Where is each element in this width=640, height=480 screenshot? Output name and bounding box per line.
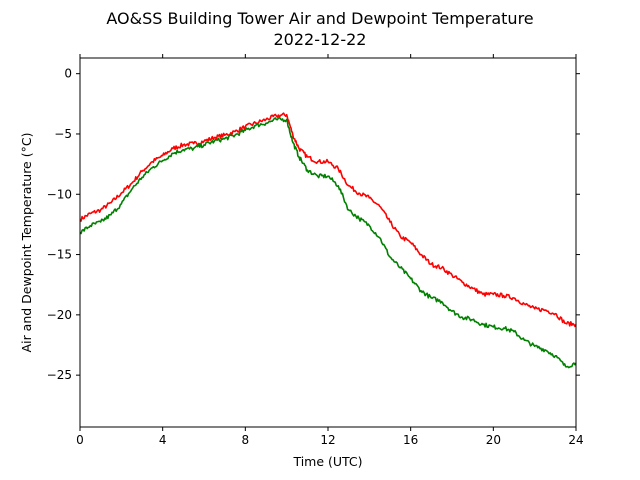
y-tick-label: 0: [64, 67, 72, 81]
x-tick-label: 4: [159, 433, 167, 447]
x-axis-label: Time (UTC): [292, 454, 362, 469]
x-tick-label: 8: [242, 433, 250, 447]
y-tick-label: −15: [47, 248, 72, 262]
x-tick-label: 24: [568, 433, 583, 447]
x-tick-label: 20: [486, 433, 501, 447]
ticks-layer: 0 4 8 12 16 20 24 0 −5 −10 −15 −20 −25: [47, 54, 584, 447]
chart-title: AO&SS Building Tower Air and Dewpoint Te…: [106, 9, 533, 28]
y-axis-label: Air and Dewpoint Temperature (°C): [19, 133, 34, 353]
series-line-2: [79, 116, 577, 369]
x-tick-label: 0: [76, 433, 84, 447]
y-tick-label: −20: [47, 308, 72, 322]
y-tick-label: −5: [54, 127, 72, 141]
series-layer: [79, 112, 577, 369]
x-tick-label: 16: [403, 433, 418, 447]
y-tick-label: −10: [47, 187, 72, 201]
plot-frame: [79, 57, 577, 428]
y-tick-label: −25: [47, 368, 72, 382]
series-line-1: [79, 112, 577, 328]
chart-subtitle: 2022-12-22: [274, 30, 367, 49]
x-tick-label: 12: [320, 433, 335, 447]
